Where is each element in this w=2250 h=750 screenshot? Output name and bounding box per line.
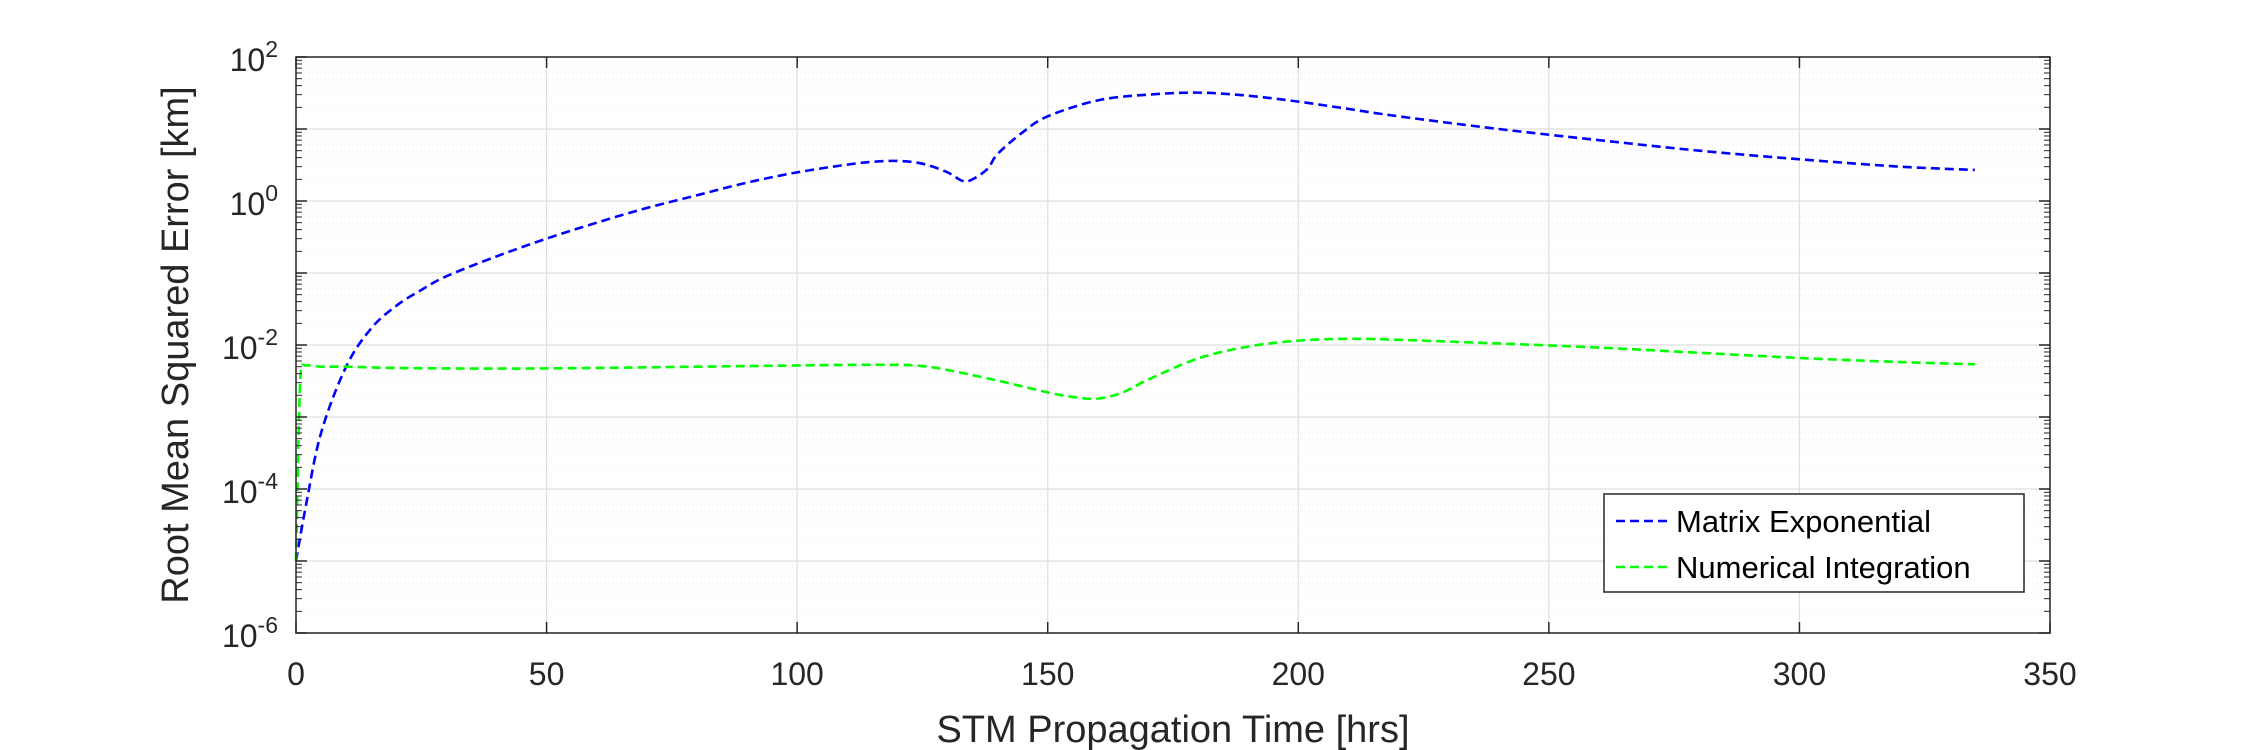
legend: Matrix Exponential Numerical Integration xyxy=(1603,493,2025,593)
y-tick-label: 100 xyxy=(230,180,278,222)
x-tick-label: 0 xyxy=(287,656,305,692)
x-tick-label: 150 xyxy=(1021,656,1074,692)
x-tick-label: 50 xyxy=(529,656,565,692)
x-tick-label: 250 xyxy=(1522,656,1575,692)
series-line-numerical-integration xyxy=(294,337,1975,562)
y-tick-label: 10-2 xyxy=(222,324,278,366)
y-tick-labels: 10-6 10-4 10-2 100 102 xyxy=(222,36,278,654)
minor-grid xyxy=(296,59,2050,612)
y-tick-label: 102 xyxy=(230,36,278,78)
y-tick-label: 10-6 xyxy=(222,612,278,654)
series-line-matrix-exponential xyxy=(294,91,1975,562)
legend-box xyxy=(1603,493,2025,593)
legend-label-numerical-integration: Numerical Integration xyxy=(1676,550,1971,585)
x-tick-label: 100 xyxy=(770,656,823,692)
y-axis-title: Root Mean Squared Error [km] xyxy=(155,86,197,603)
x-tick-labels: 0 50 100 150 200 250 300 350 xyxy=(287,656,2077,692)
legend-label-matrix-exponential: Matrix Exponential xyxy=(1676,504,1931,539)
series-layer xyxy=(294,91,1975,562)
x-tick-label: 200 xyxy=(1272,656,1325,692)
x-axis-title: STM Propagation Time [hrs] xyxy=(936,709,1409,750)
x-tick-label: 300 xyxy=(1773,656,1826,692)
axis-ticks xyxy=(295,56,2051,634)
y-tick-label: 10-4 xyxy=(222,468,278,510)
x-tick-label: 350 xyxy=(2023,656,2076,692)
